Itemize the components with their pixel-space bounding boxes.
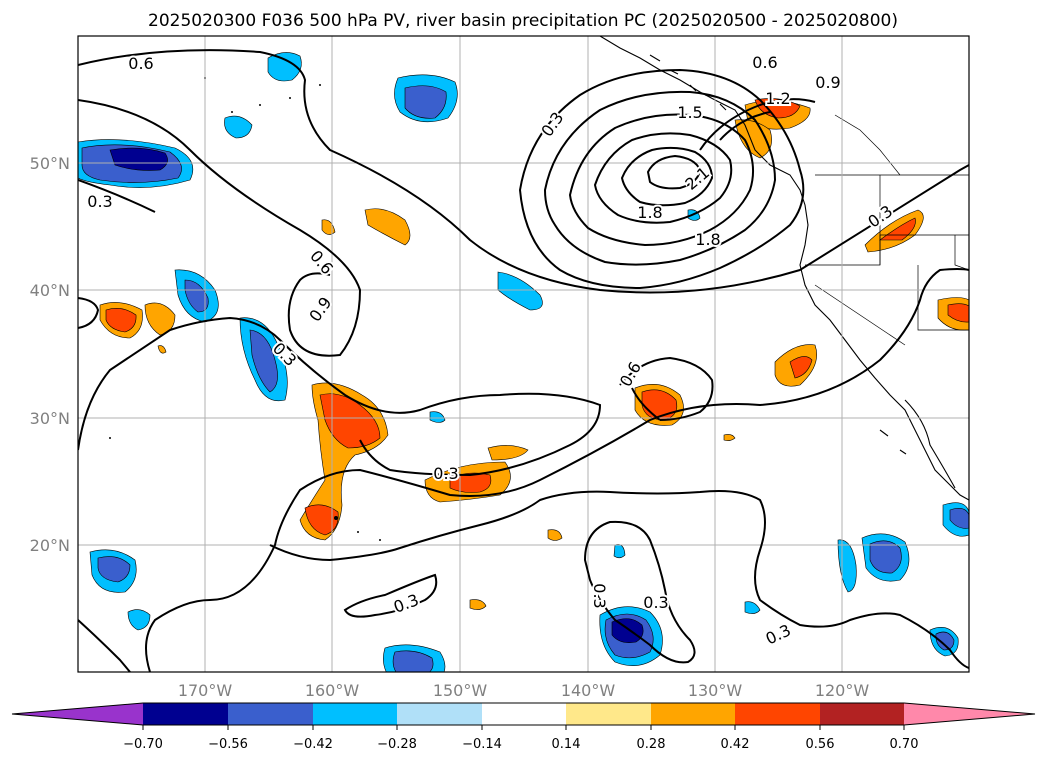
lon-label: 130°W xyxy=(688,681,743,700)
colorbar-tick-label: −0.42 xyxy=(293,737,333,752)
map-title: 2025020300 F036 500 hPa PV, river basin … xyxy=(148,11,898,31)
map-area: 0.6 0.6 0.9 1.2 1.5 2.1 1.8 1.8 0.3 0.3 … xyxy=(78,36,969,672)
pv-contours xyxy=(78,49,969,672)
lon-label: 120°W xyxy=(815,681,870,700)
contour-label: 0.3 xyxy=(590,583,609,608)
lon-label: 150°W xyxy=(433,681,488,700)
coastlines xyxy=(599,36,969,501)
lat-label: 40°N xyxy=(30,281,70,300)
lon-label: 170°W xyxy=(178,681,233,700)
colorbar-segment xyxy=(735,703,820,725)
colorbar-segment xyxy=(482,703,566,725)
lat-labels: 50°N 40°N 30°N 20°N xyxy=(30,154,70,555)
contour-label: 0.3 xyxy=(433,464,458,483)
lon-labels: 170°W 160°W 150°W 140°W 130°W 120°W xyxy=(178,681,870,700)
colorbar-tick-label: 0.56 xyxy=(806,737,835,752)
colorbar: −0.70 −0.56 −0.42 −0.28 −0.14 0.14 0.28 … xyxy=(11,702,1036,752)
contour-label: 0.9 xyxy=(815,73,840,92)
contour-label: 1.2 xyxy=(765,89,790,108)
colorbar-extend-high xyxy=(904,703,1035,725)
colorbar-segment xyxy=(566,703,651,725)
colorbar-tick-label: 0.42 xyxy=(721,737,750,752)
contour-label: 0.6 xyxy=(752,53,777,72)
colorbar-segment xyxy=(651,703,735,725)
lat-label: 50°N xyxy=(30,154,70,173)
state-borders xyxy=(805,114,969,346)
contour-label: 1.8 xyxy=(695,230,720,249)
colorbar-tick-label: −0.56 xyxy=(208,737,248,752)
colorbar-tick-label: 0.14 xyxy=(552,737,581,752)
map-frame xyxy=(77,35,970,673)
contour-label: 0.3 xyxy=(87,192,112,211)
contour-label: 1.5 xyxy=(677,103,702,122)
colorbar-tick-label: −0.28 xyxy=(377,737,417,752)
colorbar-tick-label: −0.70 xyxy=(123,737,163,752)
colorbar-segment xyxy=(397,703,482,725)
lat-label: 30°N xyxy=(30,409,70,428)
colorbar-segment xyxy=(228,703,313,725)
contour-label: 0.6 xyxy=(128,54,153,73)
contour-label: 0.3 xyxy=(643,593,668,612)
graticule xyxy=(78,36,969,672)
colorbar-tick-label: −0.14 xyxy=(462,737,502,752)
colorbar-tick-label: 0.28 xyxy=(637,737,666,752)
lon-label: 140°W xyxy=(561,681,616,700)
colorbar-segment xyxy=(143,703,228,725)
colorbar-segment xyxy=(313,703,397,725)
lat-label: 20°N xyxy=(30,536,70,555)
colorbar-segment xyxy=(820,703,904,725)
contour-label: 1.8 xyxy=(637,203,662,222)
lon-label: 160°W xyxy=(305,681,360,700)
colorbar-extend-low xyxy=(12,703,143,725)
colorbar-tick-label: 0.70 xyxy=(890,737,919,752)
